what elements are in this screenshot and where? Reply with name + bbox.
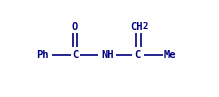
- Text: 2: 2: [143, 22, 148, 31]
- Text: CH: CH: [131, 22, 143, 32]
- Text: NH: NH: [101, 50, 113, 60]
- Text: O: O: [72, 22, 78, 32]
- Text: C: C: [134, 50, 141, 60]
- Text: Ph: Ph: [36, 50, 49, 60]
- Text: C: C: [72, 50, 78, 60]
- Text: Me: Me: [164, 50, 176, 60]
